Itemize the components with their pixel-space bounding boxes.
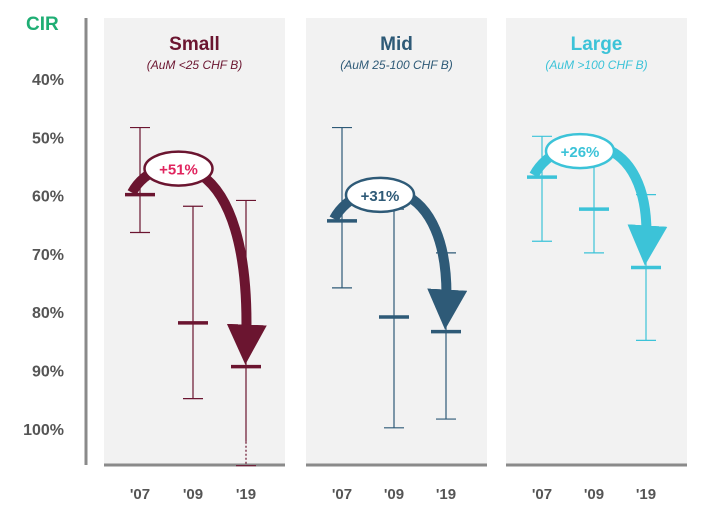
panel-subtitle: (AuM <25 CHF B)	[147, 58, 242, 72]
x-tick-label: '19	[436, 486, 456, 503]
panel-background	[306, 18, 487, 465]
x-tick-label: '09	[384, 486, 404, 503]
y-tick-label: 70%	[32, 247, 64, 264]
x-tick-label: '07	[130, 486, 150, 503]
panel-title: Small	[169, 34, 220, 55]
y-tick-label: 40%	[32, 72, 64, 89]
panel-title: Large	[571, 34, 623, 55]
panel-subtitle: (AuM 25-100 CHF B)	[340, 58, 452, 72]
x-tick-label: '07	[332, 486, 352, 503]
change-label: +51%	[159, 162, 198, 179]
panel-large: Large (AuM >100 CHF B) '07 '09 '19 +26%	[506, 18, 687, 503]
x-tick-label: '09	[584, 486, 604, 503]
change-badge	[344, 176, 416, 214]
x-tick-label: '19	[636, 486, 656, 503]
change-label: +26%	[561, 144, 600, 161]
y-tick-label: 80%	[32, 305, 64, 322]
y-axis-title: CIR	[26, 14, 59, 35]
y-axis: CIR 40% 50% 60% 70% 80% 90% 100%	[23, 14, 88, 465]
panel-mid: Mid (AuM 25-100 CHF B) '07 '09 '19 +31%	[306, 18, 487, 503]
x-tick-label: '09	[183, 486, 203, 503]
y-tick-label: 100%	[23, 422, 64, 439]
panel-title: Mid	[380, 34, 413, 55]
change-label: +31%	[361, 188, 400, 205]
x-tick-label: '07	[532, 486, 552, 503]
panel-background	[104, 18, 285, 465]
y-tick-label: 90%	[32, 364, 64, 381]
panel-small: Small (AuM <25 CHF B) '07 '09 '19 +51%	[104, 18, 285, 503]
y-tick-label: 60%	[32, 189, 64, 206]
change-badge	[143, 150, 214, 187]
change-badge	[544, 132, 616, 170]
panels-layer: Small (AuM <25 CHF B) '07 '09 '19 +51% Mid (AuM…	[104, 18, 687, 503]
y-tick-label: 50%	[32, 130, 64, 147]
x-tick-label: '19	[236, 486, 256, 503]
panel-subtitle: (AuM >100 CHF B)	[545, 58, 647, 72]
